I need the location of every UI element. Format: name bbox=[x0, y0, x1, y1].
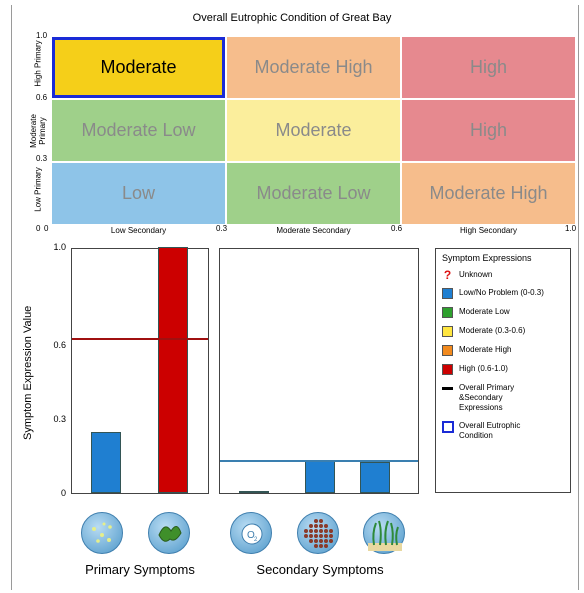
legend-line-marker bbox=[442, 387, 453, 390]
secondary-group-label: Secondary Symptoms bbox=[256, 562, 384, 577]
matrix-cell: Moderate bbox=[52, 37, 225, 98]
nuisance-bloom-icon bbox=[297, 512, 339, 554]
secondary-panel bbox=[219, 248, 419, 494]
y-axis-label: Symptom Expression Value bbox=[22, 305, 34, 440]
matrix-x-tick: 1.0 bbox=[565, 224, 577, 233]
matrix-cell: High bbox=[402, 37, 575, 98]
chart-title: Overall Eutrophic Condition of Great Bay bbox=[192, 12, 392, 24]
matrix-cell: Moderate Low bbox=[52, 100, 225, 161]
matrix-y-tick: 0.6 bbox=[36, 93, 48, 102]
y-tick-label: 0.3 bbox=[53, 414, 66, 425]
svg-text:2: 2 bbox=[254, 537, 258, 543]
legend-label: Overall Primary &Secondary Expressions bbox=[459, 383, 515, 412]
matrix-cell: Moderate High bbox=[402, 163, 575, 224]
matrix-cell: Moderate High bbox=[227, 37, 400, 98]
matrix-col-label: High Secondary bbox=[460, 226, 517, 235]
legend-item: Overall Eutrophic Condition bbox=[442, 421, 564, 441]
legend-swatch bbox=[442, 364, 453, 375]
matrix-cell: Low bbox=[52, 163, 225, 224]
matrix-cell: High bbox=[402, 100, 575, 161]
matrix-x-tick: 0.3 bbox=[216, 224, 228, 233]
legend-label: Low/No Problem (0-0.3) bbox=[459, 288, 544, 297]
legend-item: High (0.6-1.0) bbox=[442, 364, 564, 375]
secondary-bar bbox=[360, 462, 390, 493]
legend-items: ? Unknown Low/No Problem (0-0.3) Moderate L… bbox=[442, 268, 564, 441]
legend-item: Moderate High bbox=[442, 345, 564, 356]
y-tick-label: 1.0 bbox=[53, 242, 66, 252]
matrix-y-tick: 0 bbox=[36, 224, 41, 233]
svg-text:O: O bbox=[247, 530, 255, 541]
figure-frame bbox=[11, 5, 579, 590]
matrix-x-tick: 0.6 bbox=[391, 224, 403, 233]
chlorophyll-icon bbox=[81, 512, 123, 554]
legend-label: Moderate Low bbox=[459, 307, 510, 316]
primary-bar bbox=[91, 431, 121, 493]
matrix-row-label: Moderate Primary bbox=[29, 113, 47, 148]
legend-item: Moderate (0.3-0.6) bbox=[442, 326, 564, 337]
primary-overall-line bbox=[72, 338, 208, 341]
legend-swatch bbox=[442, 345, 453, 356]
matrix-col-label: Moderate Secondary bbox=[276, 226, 351, 235]
legend-label: Overall Eutrophic Condition bbox=[459, 421, 521, 440]
matrix-x-tick: 0 bbox=[44, 224, 49, 233]
y-tick-label: 0.6 bbox=[53, 340, 66, 351]
y-tick-label: 0 bbox=[60, 488, 66, 498]
matrix-y-tick: 0.3 bbox=[36, 154, 48, 163]
matrix-col-label: Low Secondary bbox=[110, 226, 167, 235]
primary-panel bbox=[71, 247, 209, 494]
seagrass-icon bbox=[363, 512, 405, 554]
legend-item: ? Unknown bbox=[442, 268, 564, 282]
legend: Symptom Expressions ? Unknown Low/No Probl… bbox=[435, 248, 571, 493]
matrix-cell: Moderate bbox=[227, 100, 400, 161]
legend-item: Overall Primary &Secondary Expressions bbox=[442, 383, 564, 413]
legend-item: Moderate Low bbox=[442, 307, 564, 318]
legend-box-marker bbox=[442, 421, 454, 433]
matrix-row-label: High Primary bbox=[33, 39, 43, 87]
secondary-bar bbox=[305, 461, 335, 493]
matrix-row-label: Low Primary bbox=[33, 166, 43, 212]
secondary-overall-line bbox=[220, 459, 418, 462]
legend-swatch bbox=[442, 288, 453, 299]
legend-swatch bbox=[442, 307, 453, 318]
legend-swatch bbox=[442, 326, 453, 337]
secondary-bar bbox=[239, 490, 269, 493]
unknown-icon: ? bbox=[443, 268, 452, 282]
macroalgae-icon bbox=[148, 512, 190, 554]
primary-group-label: Primary Symptoms bbox=[85, 562, 195, 577]
legend-item: Low/No Problem (0-0.3) bbox=[442, 288, 564, 299]
matrix-y-tick: 1.0 bbox=[36, 31, 48, 40]
legend-label: Moderate (0.3-0.6) bbox=[459, 326, 526, 335]
legend-label: Moderate High bbox=[459, 345, 512, 354]
legend-title: Symptom Expressions bbox=[442, 253, 532, 263]
legend-label: High (0.6-1.0) bbox=[459, 364, 508, 373]
legend-label: Unknown bbox=[459, 270, 493, 279]
primary-bar bbox=[158, 247, 188, 493]
matrix-cell: Moderate Low bbox=[227, 163, 400, 224]
